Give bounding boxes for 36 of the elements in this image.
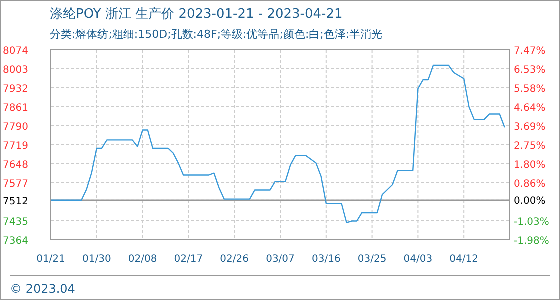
y2-tick-label: 0.86% (514, 178, 546, 190)
y-tick-label: 7932 (3, 84, 28, 95)
x-tick-label: 04/12 (450, 254, 479, 265)
x-tick-label: 01/21 (36, 254, 66, 265)
y2-tick-label: 4.64% (514, 102, 546, 114)
y-tick-label: 7861 (3, 103, 28, 114)
y2-tick-label: -1.98% (514, 236, 550, 247)
y2-tick-label: 7.47% (514, 46, 546, 57)
x-tick-label: 04/03 (404, 254, 433, 265)
x-tick-label: 02/17 (174, 254, 204, 265)
y2-tick-label: 5.58% (514, 84, 546, 95)
x-tick-label: 02/26 (220, 254, 250, 265)
y-tick-label: 7435 (3, 217, 28, 228)
y2-tick-label: -1.03% (514, 216, 550, 228)
y-tick-label: 8003 (3, 65, 28, 76)
y-tick-label: 7790 (3, 122, 28, 133)
y2-tick-label: 2.75% (514, 140, 546, 152)
y-tick-label: 7512 (3, 196, 28, 208)
y-tick-label: 7364 (3, 236, 28, 247)
x-tick-label: 01/30 (82, 254, 112, 265)
y-tick-label: 7577 (3, 179, 28, 190)
x-tick-label: 02/08 (128, 254, 158, 265)
y-tick-label: 7719 (3, 141, 28, 152)
y-tick-label: 7648 (3, 160, 28, 171)
y-tick-label: 8074 (3, 46, 28, 57)
chart-title: 涤纶POY 浙江 生产价 2023-01-21 - 2023-04-21 (50, 7, 343, 22)
y2-tick-label: 1.80% (514, 160, 546, 171)
y2-tick-label: 3.69% (514, 122, 546, 133)
y2-tick-label: 6.53% (514, 64, 546, 76)
chart-subtitle: 分类:熔体纺;粗细:150D;孔数:48F;等级:优等品;颜色:白;色泽:半消光 (50, 28, 383, 41)
x-tick-label: 03/16 (312, 254, 341, 265)
line-series (50, 64, 506, 224)
x-tick-label: 03/07 (266, 254, 295, 265)
y2-tick-label: 0.00% (514, 196, 546, 208)
x-tick-label: 03/25 (358, 254, 387, 265)
text: © 2023.04 (10, 282, 76, 296)
